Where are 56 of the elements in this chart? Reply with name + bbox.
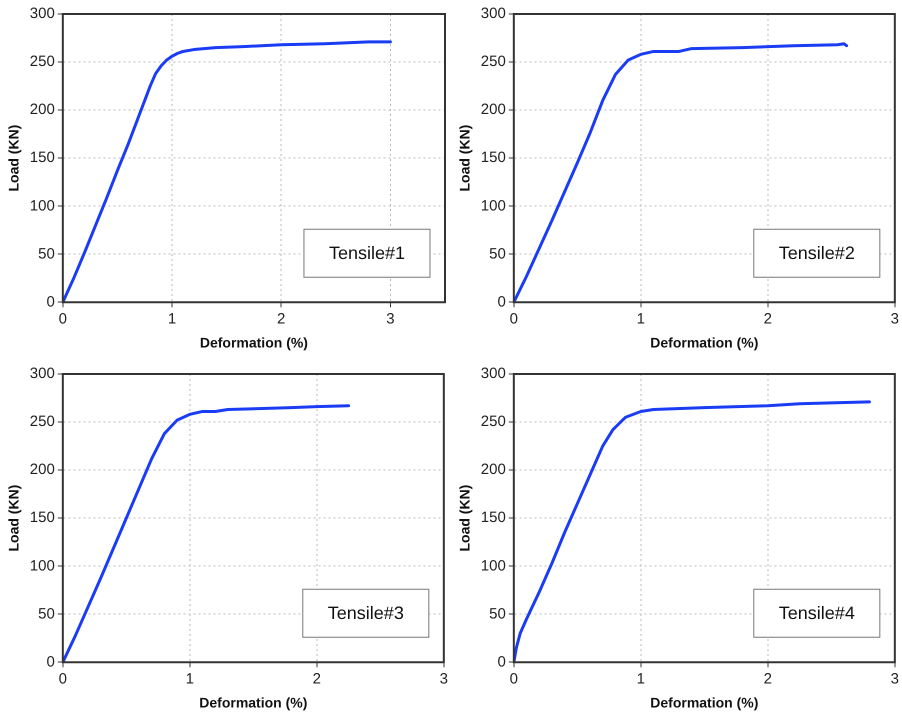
x-tick-label: 0 — [58, 310, 67, 328]
x-tick-label: 3 — [890, 670, 899, 688]
x-tick-label: 1 — [186, 670, 194, 688]
x-tick-label: 0 — [58, 670, 67, 688]
x-tick-label: 3 — [890, 310, 899, 328]
y-tick-label: 200 — [30, 461, 55, 478]
y-tick-label: 0 — [46, 293, 55, 310]
annotation: Tensile#4 — [778, 603, 855, 624]
x-tick-label: 0 — [510, 670, 518, 688]
y-tick-label: 100 — [30, 197, 55, 214]
x-tick-label: 2 — [764, 310, 772, 328]
y-tick-label: 250 — [30, 53, 55, 70]
y-tick-label: 100 — [480, 197, 506, 214]
y-tick-label: 150 — [480, 149, 506, 166]
y-axis-title: Load (KN) — [456, 484, 472, 552]
y-tick-label: 200 — [480, 101, 506, 118]
y-tick-label: 300 — [30, 365, 55, 382]
y-tick-label: 300 — [480, 5, 506, 22]
y-tick-label: 0 — [497, 653, 506, 670]
y-tick-label: 0 — [46, 653, 55, 670]
y-tick-label: 250 — [480, 413, 506, 430]
y-axis-title: Load (KN) — [456, 124, 472, 192]
x-tick-label: 3 — [386, 310, 395, 328]
x-tick-label: 2 — [312, 670, 321, 688]
x-tick-label: 3 — [440, 670, 448, 688]
x-tick-label: 1 — [636, 310, 645, 328]
annotation: Tensile#2 — [778, 243, 855, 264]
y-axis-title: Load (KN) — [5, 484, 22, 552]
y-tick-label: 50 — [489, 245, 506, 262]
annotation: Tensile#1 — [328, 243, 406, 264]
y-tick-label: 250 — [30, 413, 55, 430]
y-tick-label: 50 — [489, 605, 506, 622]
x-axis-title: Deformation (%) — [200, 334, 308, 350]
x-tick-label: 2 — [764, 670, 772, 688]
y-tick-label: 150 — [30, 149, 55, 166]
y-tick-label: 300 — [480, 365, 506, 382]
x-axis-title: Deformation (%) — [650, 334, 758, 350]
x-axis-title: Deformation (%) — [199, 694, 308, 710]
y-tick-label: 0 — [497, 293, 506, 310]
annotation: Tensile#3 — [328, 603, 404, 624]
y-tick-label: 150 — [30, 509, 55, 526]
y-axis-title: Load (KN) — [5, 124, 22, 192]
y-tick-label: 200 — [30, 101, 55, 118]
y-tick-label: 300 — [30, 5, 55, 22]
x-tick-label: 1 — [636, 670, 645, 688]
y-tick-label: 50 — [38, 245, 55, 262]
x-tick-label: 0 — [510, 310, 518, 328]
y-tick-label: 250 — [480, 53, 506, 70]
y-tick-label: 50 — [38, 605, 55, 622]
y-tick-label: 100 — [30, 557, 55, 574]
y-tick-label: 100 — [480, 557, 506, 574]
y-tick-label: 150 — [480, 509, 506, 526]
x-tick-label: 2 — [277, 310, 286, 328]
x-axis-title: Deformation (%) — [650, 694, 758, 710]
y-tick-label: 200 — [480, 461, 506, 478]
x-tick-label: 1 — [168, 310, 176, 328]
